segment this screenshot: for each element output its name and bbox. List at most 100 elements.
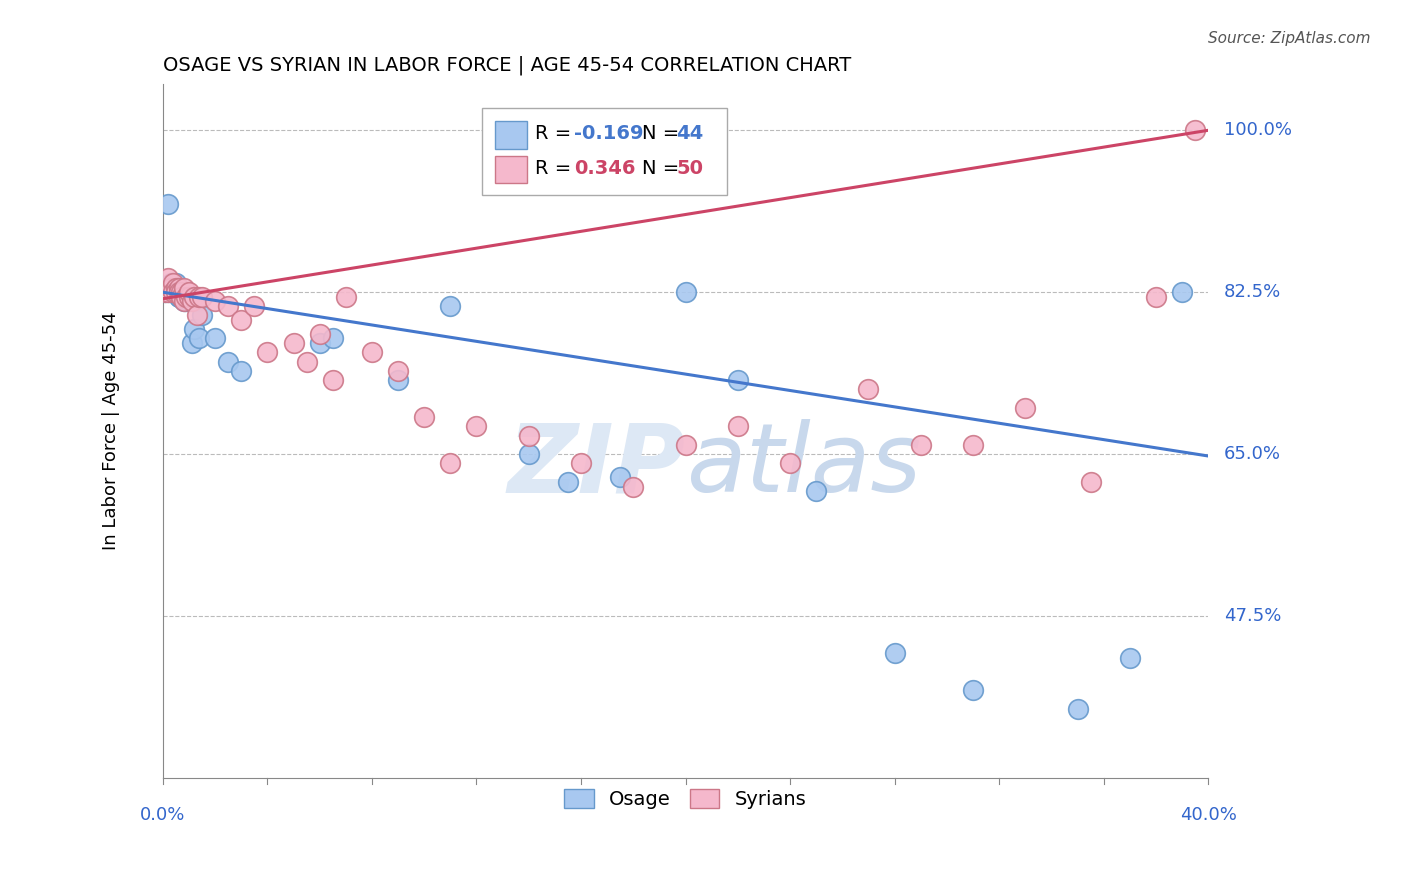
Point [167,285,190,300]
Point [165,285,187,300]
FancyBboxPatch shape [495,155,527,183]
Point [188,331,211,345]
Point [165,280,187,294]
Point [1171,285,1194,300]
Text: OSAGE VS SYRIAN IN LABOR FORCE | AGE 45-54 CORRELATION CHART: OSAGE VS SYRIAN IN LABOR FORCE | AGE 45-… [163,55,851,75]
Point [159,276,181,290]
Point [675,285,697,300]
Point [162,285,184,300]
Text: 82.5%: 82.5% [1223,284,1281,301]
Point [170,290,193,304]
Point [335,290,357,304]
Point [517,447,540,461]
Text: R =: R = [536,159,578,178]
Point [439,457,461,471]
Point [173,290,195,304]
Point [167,285,190,300]
FancyBboxPatch shape [495,120,527,149]
Text: R =: R = [536,125,578,144]
Point [283,336,305,351]
Point [162,276,184,290]
Point [1184,123,1206,137]
Point [204,294,226,309]
Point [162,285,184,300]
Point [727,419,749,434]
Point [165,285,187,300]
Text: 50: 50 [676,159,703,178]
Point [186,309,208,323]
Point [779,457,801,471]
Point [170,285,193,300]
Point [910,438,932,452]
Point [155,285,177,300]
Point [157,285,180,300]
Point [159,280,181,294]
Point [177,290,200,304]
Legend: Osage, Syrians: Osage, Syrians [557,780,814,817]
Point [177,290,200,304]
Text: Source: ZipAtlas.com: Source: ZipAtlas.com [1208,31,1371,46]
Point [361,345,384,359]
Point [1066,701,1088,715]
Point [176,290,198,304]
Point [308,336,330,351]
Point [173,294,195,309]
Text: 0.346: 0.346 [574,159,636,178]
Text: N =: N = [641,159,685,178]
Point [170,285,193,300]
Point [173,294,195,309]
Text: 47.5%: 47.5% [1223,607,1281,625]
Point [157,197,180,211]
Point [155,285,177,300]
Point [256,345,278,359]
Point [675,438,697,452]
Point [165,276,187,290]
Point [204,331,226,345]
Point [322,373,344,387]
Point [217,299,239,313]
Text: atlas: atlas [686,419,921,512]
Point [177,294,200,309]
Point [322,331,344,345]
Point [387,364,409,378]
Point [465,419,488,434]
Point [387,373,409,387]
Point [167,290,190,304]
Point [962,438,984,452]
Point [1144,290,1167,304]
Point [191,290,214,304]
Point [1119,650,1142,665]
Point [180,336,202,351]
Point [180,294,202,309]
Text: 40.0%: 40.0% [1180,805,1237,824]
Point [727,373,749,387]
Point [165,280,187,294]
Text: ZIP: ZIP [508,419,686,512]
Point [217,354,239,368]
Point [159,285,181,300]
Point [962,683,984,698]
Point [176,294,198,309]
Text: In Labor Force | Age 45-54: In Labor Force | Age 45-54 [101,311,120,550]
Point [609,470,631,484]
Point [157,285,180,300]
Point [295,354,318,368]
Point [167,290,190,304]
Point [621,479,644,493]
Point [170,290,193,304]
Point [183,322,205,336]
Point [176,290,198,304]
Text: -0.169: -0.169 [574,125,643,144]
Text: 100.0%: 100.0% [1223,121,1292,139]
Point [186,294,208,309]
Point [1080,475,1102,489]
Point [557,475,579,489]
Point [308,326,330,341]
Point [883,646,905,660]
Point [173,280,195,294]
Point [162,280,184,294]
Point [858,383,880,397]
Point [191,309,214,323]
Point [188,290,211,304]
Point [413,410,436,425]
